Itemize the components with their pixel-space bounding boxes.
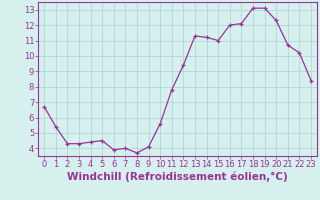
X-axis label: Windchill (Refroidissement éolien,°C): Windchill (Refroidissement éolien,°C) [67, 172, 288, 182]
